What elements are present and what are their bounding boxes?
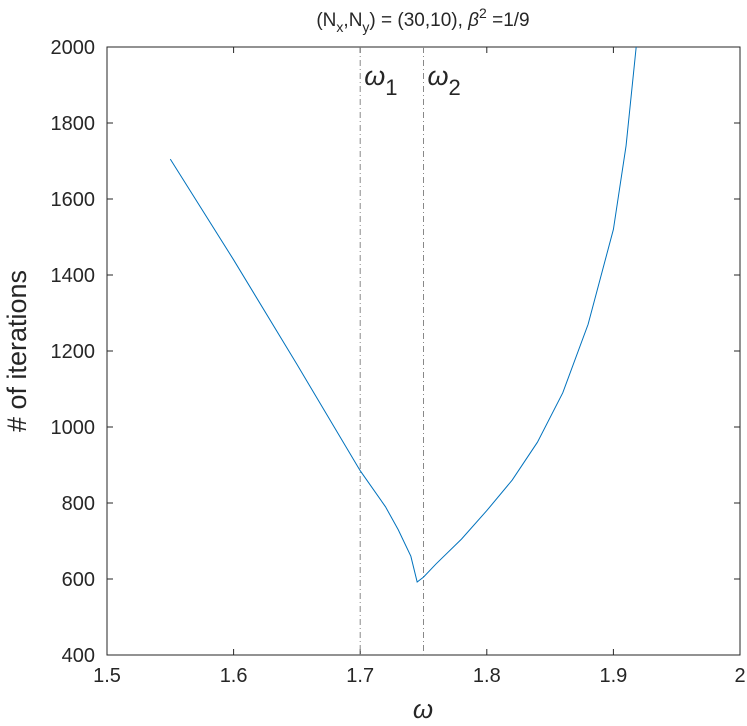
chart-title: (Nx,Ny) = (30,10), β2 =1/9 bbox=[316, 5, 529, 35]
x-tick-label: 1.5 bbox=[93, 665, 121, 687]
annotation-symbol: ω bbox=[428, 61, 449, 91]
x-tick-label: 1.6 bbox=[220, 665, 248, 687]
annotation-subscript: 2 bbox=[449, 75, 461, 100]
y-tick-label: 600 bbox=[62, 569, 95, 591]
y-tick-label: 2000 bbox=[51, 37, 96, 59]
data-line bbox=[169, 46, 637, 583]
title-part: (N bbox=[316, 10, 336, 31]
title-part: ) = (30,10), bbox=[369, 10, 468, 31]
title-part: x bbox=[336, 19, 343, 35]
annotation-label: ω1 bbox=[364, 61, 397, 100]
title-part: β bbox=[467, 10, 479, 31]
y-tick-label: 800 bbox=[62, 493, 95, 515]
x-axis-label: ω bbox=[413, 694, 433, 724]
annotation-symbol: ω bbox=[364, 61, 385, 91]
title-part: 2 bbox=[479, 5, 487, 21]
y-tick-label: 400 bbox=[62, 645, 95, 667]
title-part: =1/9 bbox=[487, 10, 530, 31]
x-tick-label: 1.7 bbox=[346, 665, 374, 687]
title-part: y bbox=[362, 19, 369, 35]
y-tick-label: 1400 bbox=[51, 265, 96, 287]
y-tick-label: 1000 bbox=[51, 417, 96, 439]
title-part: ,N bbox=[343, 10, 362, 31]
y-tick-label: 1200 bbox=[51, 341, 96, 363]
y-axis-label: # of iterations bbox=[2, 270, 32, 432]
annotation-subscript: 1 bbox=[385, 75, 397, 100]
x-tick-label: 1.9 bbox=[599, 665, 627, 687]
y-tick-label: 1800 bbox=[51, 113, 96, 135]
annotation-label: ω2 bbox=[428, 61, 461, 100]
y-tick-label: 1600 bbox=[51, 189, 96, 211]
x-tick-label: 2 bbox=[734, 665, 745, 687]
x-tick-label: 1.8 bbox=[473, 665, 501, 687]
